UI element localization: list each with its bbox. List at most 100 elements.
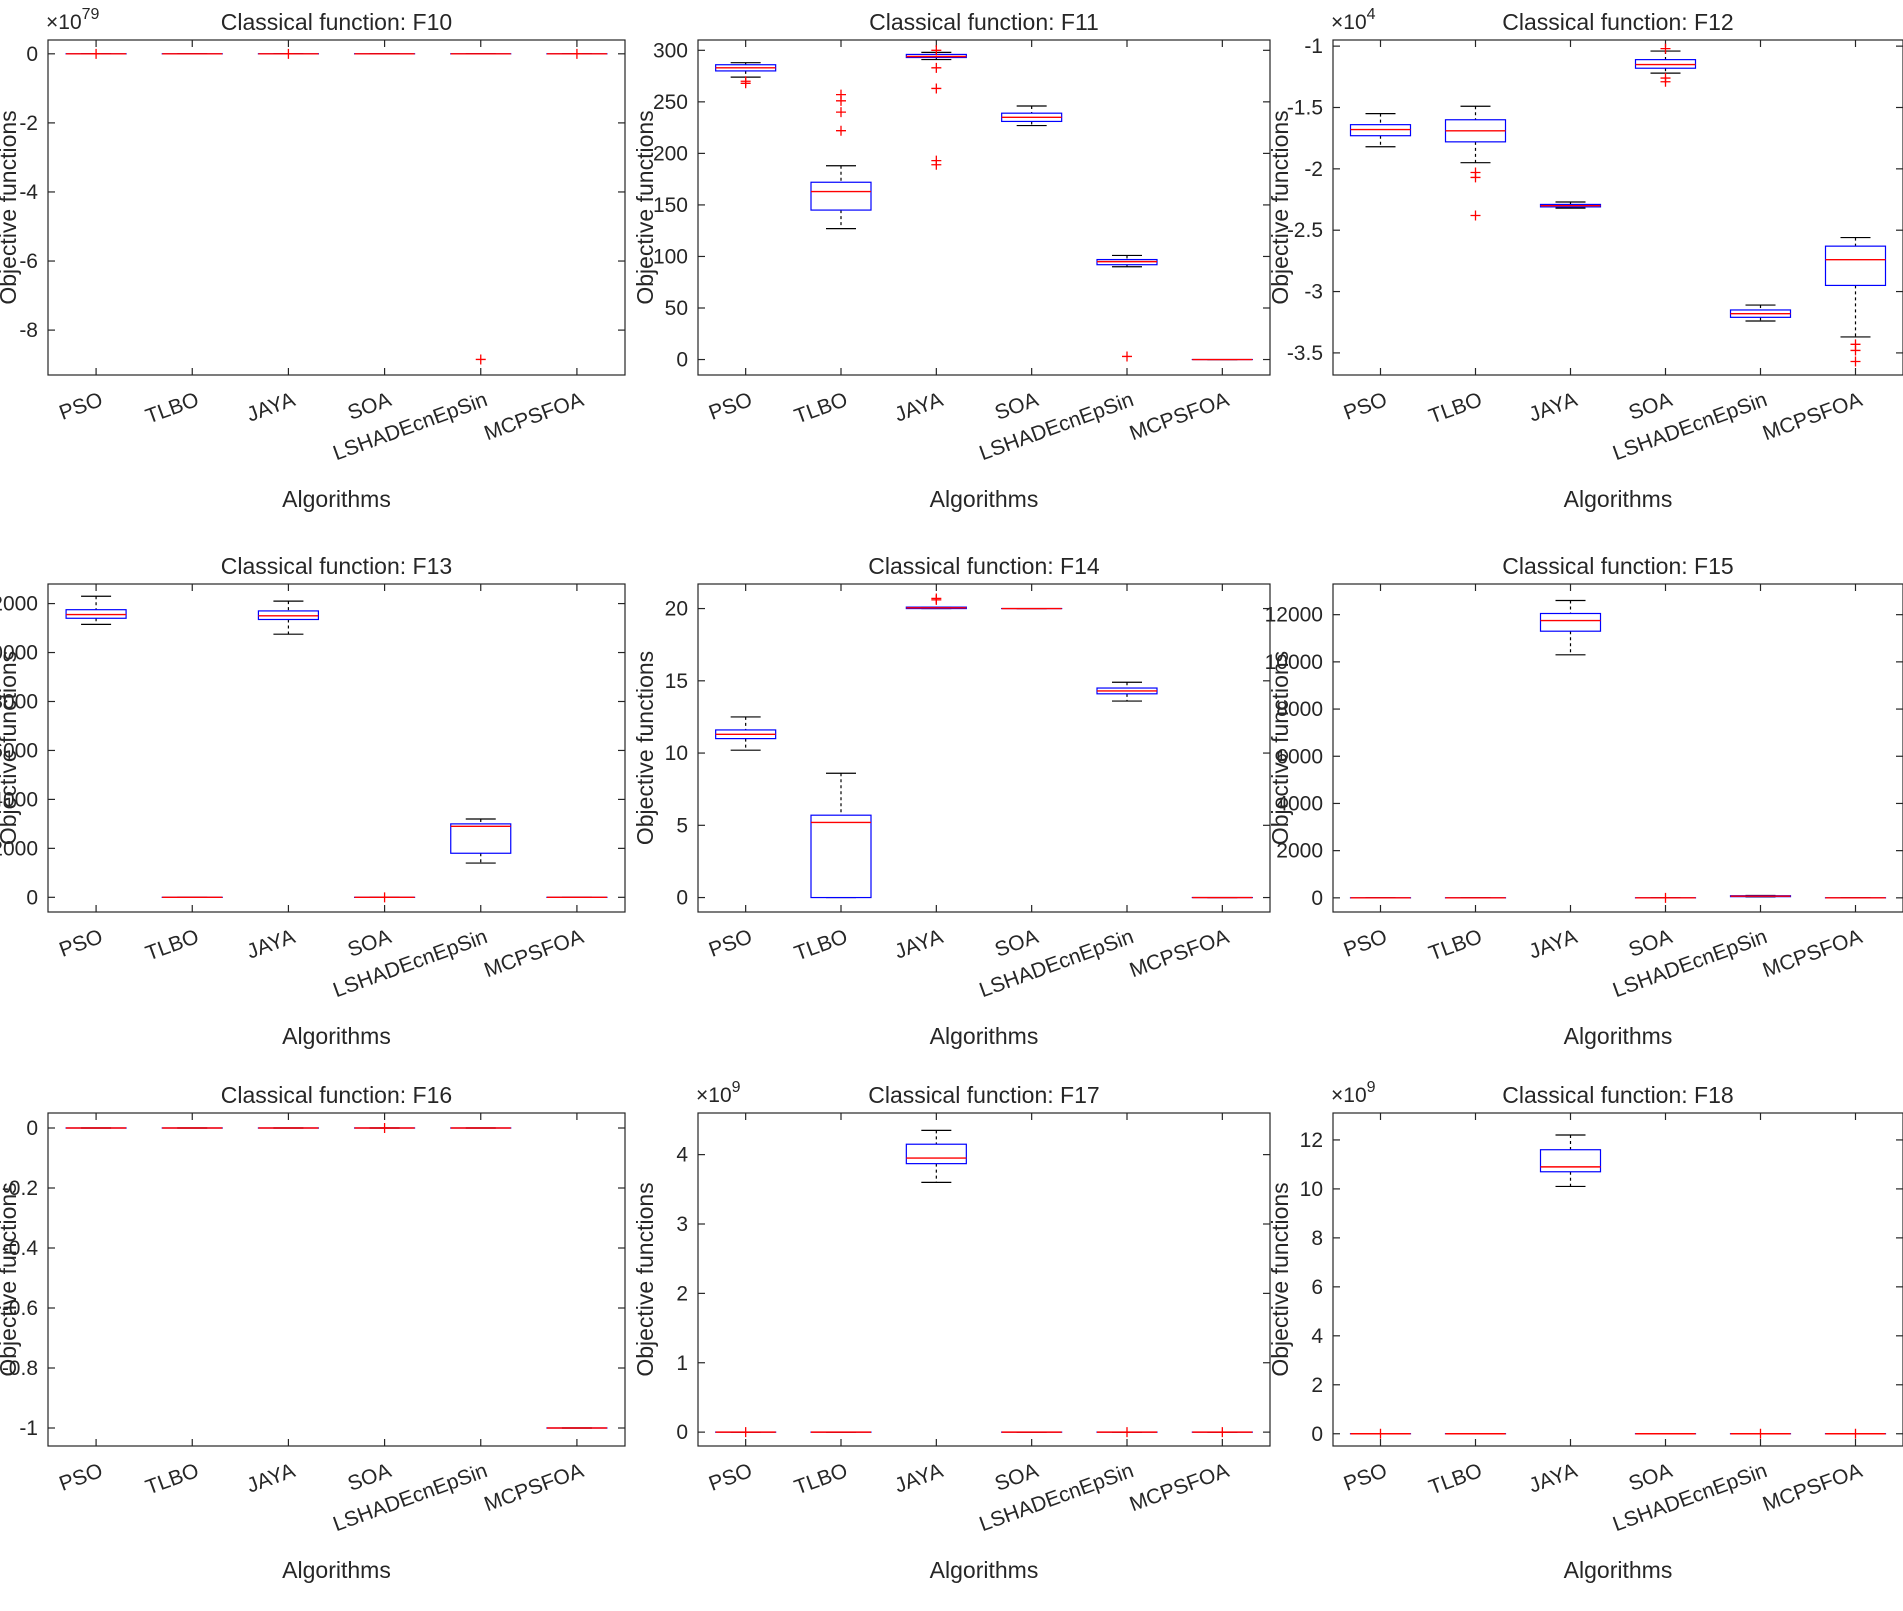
y-tick-label: -2: [1304, 158, 1323, 181]
plot-frame: [1333, 40, 1903, 375]
y-tick-label: 100: [653, 245, 688, 268]
y-tick-label: 4: [676, 1144, 688, 1167]
x-axis-label: Algorithms: [930, 486, 1039, 512]
x-category-label: JAYA: [1526, 925, 1580, 964]
y-tick-label: 6: [1311, 1276, 1323, 1299]
x-axis-label: Algorithms: [930, 1023, 1039, 1049]
y-tick-label: 8: [1311, 1227, 1323, 1250]
x-category-label: SOA: [345, 1459, 395, 1496]
x-category-label: JAYA: [892, 1459, 946, 1498]
x-axis-label: Algorithms: [1564, 1557, 1673, 1583]
chart-title: Classical function: F10: [221, 9, 452, 35]
chart-title: Classical function: F12: [1502, 9, 1733, 35]
plot-frame: [1333, 1113, 1903, 1446]
y-tick-label: 0: [676, 1421, 688, 1444]
x-category-label: MCPSFOA: [1127, 925, 1232, 982]
x-category-label: SOA: [345, 388, 395, 425]
x-category-label: MCPSFOA: [1127, 1459, 1232, 1516]
plot-frame: [48, 40, 625, 375]
chart-title: Classical function: F18: [1502, 1082, 1733, 1108]
y-tick-label: -8: [19, 319, 38, 342]
x-category-label: MCPSFOA: [481, 925, 586, 982]
x-category-label: MCPSFOA: [481, 1459, 586, 1516]
plot-frame: [698, 1113, 1270, 1446]
x-category-label: JAYA: [892, 388, 946, 427]
x-category-label: PSO: [1341, 1459, 1391, 1496]
x-category-label: SOA: [1626, 925, 1676, 962]
y-tick-label: -2: [19, 112, 38, 135]
exponent-label: ×109: [696, 1079, 741, 1107]
y-tick-label: 0: [26, 1117, 38, 1140]
x-category-label: SOA: [345, 925, 395, 962]
y-axis-label: Objective functions: [0, 110, 21, 304]
chart-title: Classical function: F11: [869, 9, 1099, 35]
x-category-label: SOA: [1626, 1459, 1676, 1496]
plot-frame: [698, 40, 1270, 375]
x-category-label: JAYA: [1526, 1459, 1580, 1498]
chart-title: Classical function: F14: [868, 553, 1100, 579]
y-axis-label: Objective functions: [632, 651, 658, 845]
exponent-label: ×1079: [46, 6, 100, 34]
y-axis-label: Objective functions: [0, 1182, 21, 1376]
x-category-label: SOA: [1626, 388, 1676, 425]
chart-title: Classical function: F17: [868, 1082, 1099, 1108]
x-category-label: JAYA: [244, 925, 298, 964]
x-category-label: TLBO: [1426, 925, 1485, 965]
y-tick-label: -4: [19, 181, 38, 204]
plot-frame: [48, 584, 625, 912]
x-category-label: PSO: [1341, 388, 1391, 425]
y-tick-label: 20: [665, 598, 688, 621]
y-tick-label: -3: [1304, 281, 1323, 304]
y-tick-label: 0: [1311, 887, 1323, 910]
x-category-label: TLBO: [143, 925, 202, 965]
y-tick-label: 5: [676, 814, 688, 837]
x-axis-label: Algorithms: [282, 1557, 391, 1583]
y-tick-label: 2: [676, 1282, 688, 1305]
x-category-label: PSO: [706, 1459, 756, 1496]
y-tick-label: 12000: [1265, 604, 1323, 627]
plot-frame: [48, 1113, 625, 1446]
y-tick-label: 0: [26, 886, 38, 909]
x-category-label: TLBO: [1426, 388, 1485, 428]
x-category-label: PSO: [1341, 925, 1391, 962]
x-axis-label: Algorithms: [1564, 486, 1673, 512]
y-tick-label: 3: [676, 1213, 688, 1236]
x-category-label: JAYA: [244, 388, 298, 427]
y-tick-label: 200: [653, 142, 688, 165]
y-tick-label: 0: [676, 349, 688, 372]
panel-F13: 020004000600080001000012000PSOTLBOJAYASO…: [0, 553, 625, 1049]
x-axis-label: Algorithms: [282, 486, 391, 512]
x-category-label: PSO: [56, 388, 106, 425]
x-category-label: MCPSFOA: [1127, 388, 1232, 445]
y-tick-label: 10: [665, 742, 688, 765]
x-category-label: MCPSFOA: [1760, 925, 1865, 982]
x-category-label: TLBO: [791, 1459, 850, 1499]
y-axis-label: Objective functions: [0, 651, 21, 845]
x-category-label: PSO: [56, 925, 106, 962]
y-axis-label: Objective functions: [632, 110, 658, 304]
x-category-label: MCPSFOA: [1760, 1459, 1865, 1516]
y-tick-label: -1: [19, 1417, 38, 1440]
plot-frame: [698, 584, 1270, 912]
x-category-label: TLBO: [1426, 1459, 1485, 1499]
chart-title: Classical function: F13: [221, 553, 452, 579]
x-category-label: PSO: [56, 1459, 106, 1496]
y-axis-label: Objective functions: [632, 1182, 658, 1376]
y-tick-label: 50: [665, 297, 688, 320]
box-LSHADEcnEpSin: [1731, 895, 1791, 896]
y-axis-label: Objective functions: [1267, 110, 1293, 304]
y-tick-label: 0: [676, 887, 688, 910]
x-category-label: SOA: [992, 925, 1042, 962]
x-category-label: TLBO: [143, 1459, 202, 1499]
exponent-label: ×109: [1331, 1079, 1376, 1107]
y-tick-label: 10: [1300, 1178, 1323, 1201]
y-tick-label: -6: [19, 250, 38, 273]
